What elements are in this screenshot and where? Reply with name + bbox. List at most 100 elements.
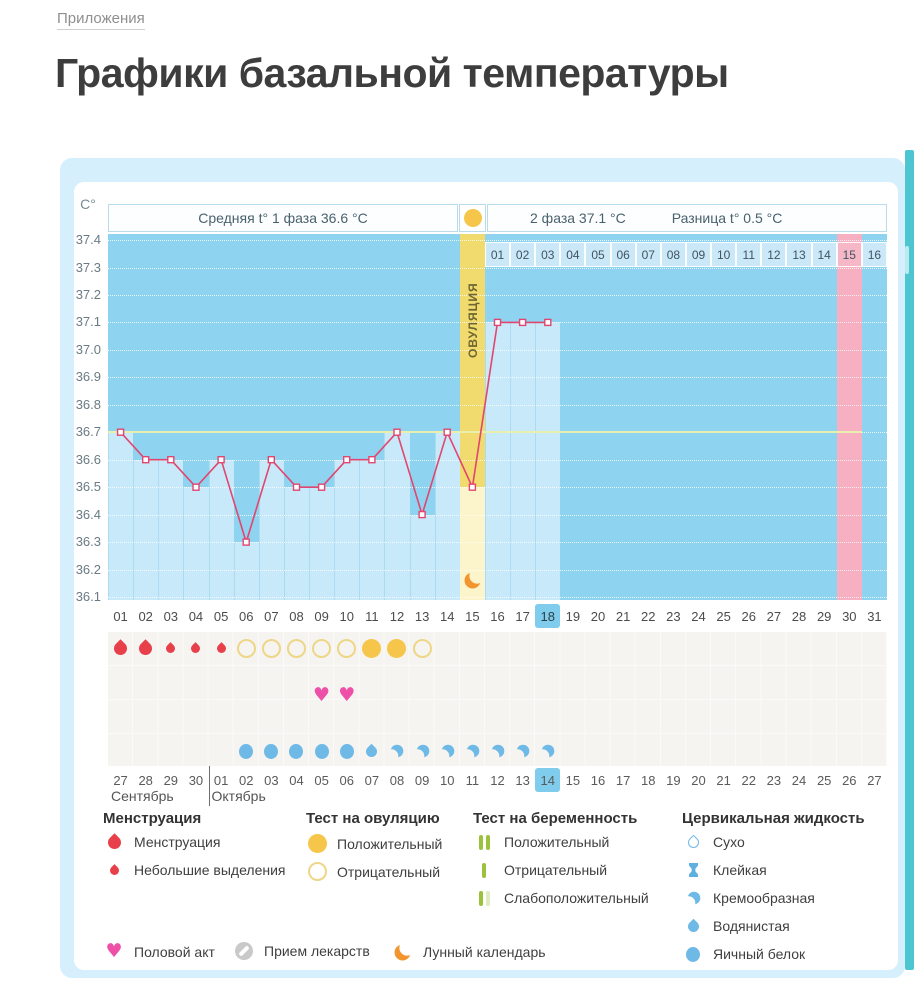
y-tick-37.1: 37.1 [75, 314, 101, 330]
phase2-day-cell-03[interactable]: 03 [535, 242, 561, 267]
cycle-day-23[interactable]: 23 [666, 608, 681, 624]
cycle-day-07[interactable]: 07 [264, 608, 279, 624]
cycle-day-18[interactable]: 18 [535, 604, 561, 628]
date-13[interactable]: 13 [515, 772, 530, 788]
cycle-day-22[interactable]: 22 [641, 608, 656, 624]
cycle-day-12[interactable]: 12 [389, 608, 405, 624]
date-29[interactable]: 29 [163, 772, 179, 788]
cycle-day-04[interactable]: 04 [188, 608, 204, 624]
cycle-day-01[interactable]: 01 [113, 608, 128, 624]
cycle-day-02[interactable]: 02 [138, 608, 153, 624]
date-26[interactable]: 26 [842, 772, 857, 788]
cycle-day-21[interactable]: 21 [615, 608, 631, 624]
fluid-cell [334, 735, 359, 767]
cycle-day-29[interactable]: 29 [816, 608, 832, 624]
cycle-day-24[interactable]: 24 [691, 608, 706, 624]
cycle-day-30[interactable]: 30 [842, 608, 857, 624]
fluid-eggwhite-icon [264, 743, 279, 759]
date-27[interactable]: 27 [867, 772, 882, 788]
cycle-day-10[interactable]: 10 [339, 608, 354, 624]
date-16[interactable]: 16 [590, 772, 606, 788]
phase2-day-cell-13[interactable]: 13 [786, 242, 812, 267]
legend-item: Положительный [306, 834, 442, 853]
legend-item: Яичный белок [682, 946, 805, 962]
date-04[interactable]: 04 [289, 772, 304, 788]
intercourse-icon: ♥ [313, 683, 331, 706]
phase2-day-cell-07[interactable]: 07 [635, 242, 661, 267]
phase2-day-cell-16[interactable]: 16 [861, 242, 887, 267]
cycle-day-28[interactable]: 28 [791, 608, 807, 624]
date-07[interactable]: 07 [364, 772, 380, 788]
date-23[interactable]: 23 [766, 772, 782, 788]
date-19[interactable]: 19 [666, 772, 681, 788]
phase2-day-cell-08[interactable]: 08 [660, 242, 686, 267]
legend-item: Небольшие выделения [103, 862, 286, 878]
cycle-day-31[interactable]: 31 [867, 608, 882, 624]
date-24[interactable]: 24 [791, 772, 807, 788]
date-21[interactable]: 21 [716, 772, 731, 788]
phase2-day-cell-06[interactable]: 06 [610, 242, 636, 267]
phase2-day-cell-12[interactable]: 12 [761, 242, 787, 267]
phase2-day-cell-05[interactable]: 05 [585, 242, 611, 267]
date-28[interactable]: 28 [138, 772, 153, 788]
cycle-day-25[interactable]: 25 [716, 608, 731, 624]
date-08[interactable]: 08 [389, 772, 405, 788]
cycle-day-14[interactable]: 14 [440, 608, 455, 624]
date-20[interactable]: 20 [691, 772, 706, 788]
date-10[interactable]: 10 [440, 772, 455, 788]
temp-fill-day-13 [409, 514, 435, 600]
y-tick-36.7: 36.7 [75, 424, 101, 440]
date-05[interactable]: 05 [314, 772, 329, 788]
ovulation-test-positive-icon [307, 834, 327, 853]
legend-section: Тест на овуляцию [306, 810, 440, 829]
date-17[interactable]: 17 [615, 772, 631, 788]
date-14[interactable]: 14 [535, 768, 561, 792]
phase2-day-cell-02[interactable]: 02 [510, 242, 536, 267]
date-03[interactable]: 03 [264, 772, 279, 788]
phase2-day-cell-04[interactable]: 04 [560, 242, 586, 267]
phase2-day-cell-10[interactable]: 10 [711, 242, 737, 267]
ovulation-test-cell [384, 632, 409, 664]
cycle-day-08[interactable]: 08 [289, 608, 304, 624]
cycle-day-26[interactable]: 26 [741, 608, 757, 624]
date-22[interactable]: 22 [741, 772, 757, 788]
cycle-day-13[interactable]: 13 [414, 608, 430, 624]
phase2-day-cell-14[interactable]: 14 [811, 242, 837, 267]
temp-fill-day-16 [484, 322, 511, 600]
cycle-day-09[interactable]: 09 [314, 608, 329, 624]
fluid-cell [485, 735, 510, 767]
gridline-37.0 [108, 349, 887, 351]
menstruation-heavy-icon [111, 638, 130, 658]
breadcrumb-link[interactable]: Приложения [57, 10, 145, 30]
date-01[interactable]: 01 [213, 772, 229, 788]
cycle-day-11[interactable]: 11 [365, 608, 379, 624]
phase2-day-cell-11[interactable]: 11 [736, 242, 762, 267]
date-09[interactable]: 09 [414, 772, 430, 788]
fluid-cell [284, 735, 309, 767]
cycle-day-06[interactable]: 06 [238, 608, 254, 624]
date-12[interactable]: 12 [490, 772, 505, 788]
date-06[interactable]: 06 [339, 772, 354, 788]
date-27[interactable]: 27 [113, 772, 128, 788]
cycle-day-15[interactable]: 15 [465, 608, 480, 624]
date-25[interactable]: 25 [816, 772, 832, 788]
pregnancy-test-positive-icon [478, 834, 490, 850]
cycle-day-05[interactable]: 05 [213, 608, 229, 624]
phase2-day-cell-15[interactable]: 15 [836, 242, 862, 267]
phase2-day-cell-01[interactable]: 01 [484, 242, 511, 267]
cycle-day-03[interactable]: 03 [163, 608, 179, 624]
date-15[interactable]: 15 [565, 772, 581, 788]
cycle-day-16[interactable]: 16 [490, 608, 505, 624]
phase2-day-cell-09[interactable]: 09 [685, 242, 712, 267]
month-label: Сентябрь [111, 788, 174, 804]
date-11[interactable]: 11 [465, 772, 480, 788]
cycle-day-20[interactable]: 20 [590, 608, 606, 624]
date-18[interactable]: 18 [641, 772, 656, 788]
legend-item-icon [306, 834, 328, 853]
date-02[interactable]: 02 [238, 772, 254, 788]
cycle-day-27[interactable]: 27 [766, 608, 782, 624]
date-30[interactable]: 30 [188, 772, 204, 788]
cycle-day-17[interactable]: 17 [515, 608, 530, 624]
temp-fill-day-04 [183, 487, 209, 600]
cycle-day-19[interactable]: 19 [565, 608, 581, 624]
